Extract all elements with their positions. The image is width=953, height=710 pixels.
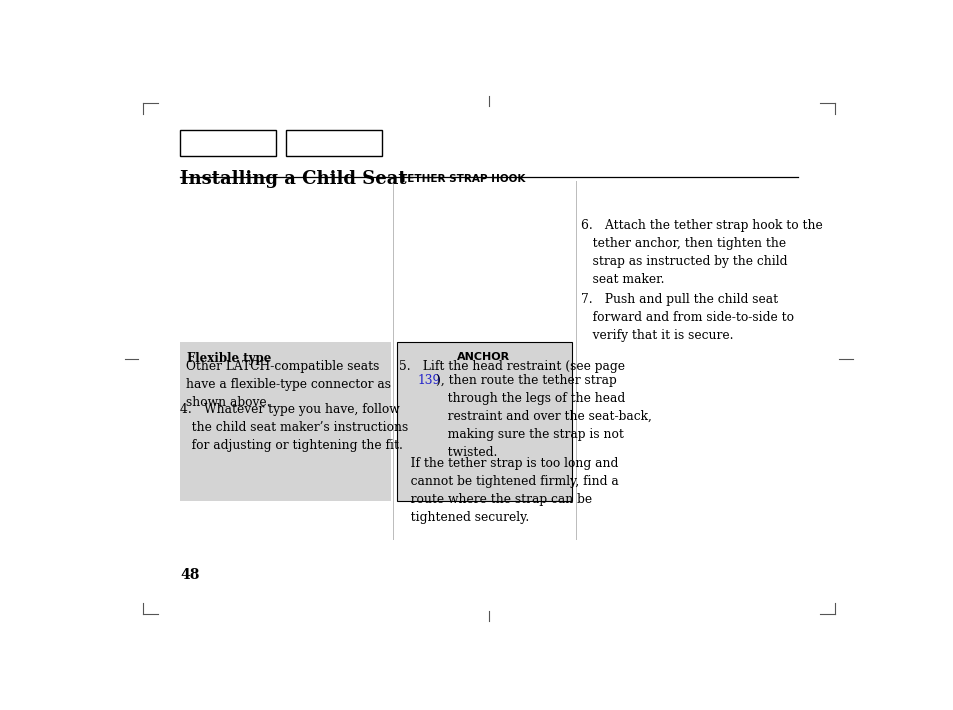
Bar xyxy=(396,342,571,501)
Bar xyxy=(180,130,275,156)
Bar xyxy=(180,342,390,501)
Text: Flexible type: Flexible type xyxy=(187,352,272,365)
Text: 5. Lift the head restraint (see page: 5. Lift the head restraint (see page xyxy=(398,360,624,373)
Text: 6. Attach the tether strap hook to the
   tether anchor, then tighten the
   str: 6. Attach the tether strap hook to the t… xyxy=(580,219,822,286)
Text: 4. Whatever type you have, follow
   the child seat maker’s instructions
   for : 4. Whatever type you have, follow the ch… xyxy=(180,403,408,452)
Text: TETHER STRAP HOOK: TETHER STRAP HOOK xyxy=(400,174,525,184)
Text: ), then route the tether strap
   through the legs of the head
   restraint and : ), then route the tether strap through t… xyxy=(436,374,651,459)
Bar xyxy=(285,130,381,156)
Text: Installing a Child Seat: Installing a Child Seat xyxy=(180,170,406,188)
Text: 7. Push and pull the child seat
   forward and from side-to-side to
   verify th: 7. Push and pull the child seat forward … xyxy=(580,293,794,342)
Text: 139: 139 xyxy=(416,374,440,387)
Text: If the tether strap is too long and
   cannot be tightened firmly, find a
   rou: If the tether strap is too long and cann… xyxy=(398,457,618,524)
Text: 48: 48 xyxy=(180,567,199,581)
Text: ANCHOR: ANCHOR xyxy=(456,352,510,362)
Text: Other LATCH-compatible seats
have a flexible-type connector as
shown above.: Other LATCH-compatible seats have a flex… xyxy=(186,360,391,409)
